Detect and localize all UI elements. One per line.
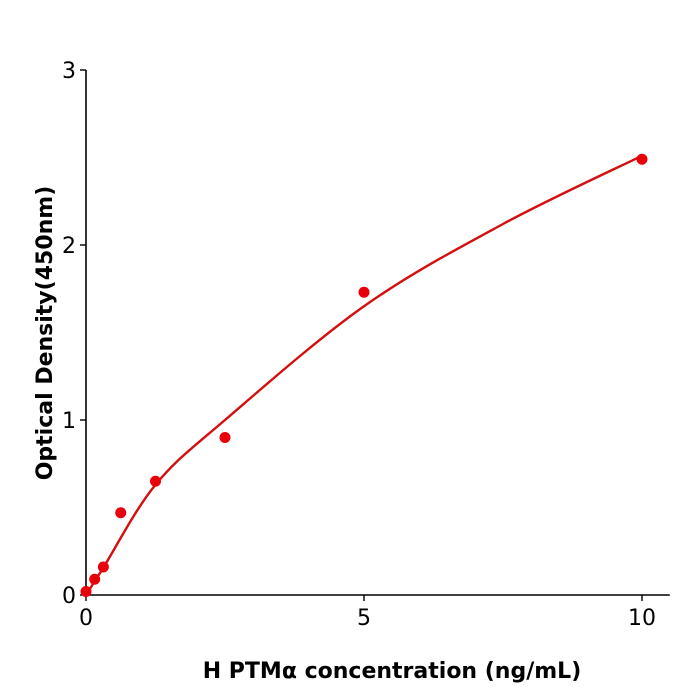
y-tick-label: 2 [62, 234, 76, 259]
x-axis-label: H PTMα concentration (ng/mL) [203, 659, 582, 684]
fit-curve [84, 154, 643, 596]
x-tick-label: 5 [357, 606, 371, 631]
data-point [219, 432, 231, 443]
data-point [150, 475, 161, 487]
axes: 0 5 10 0 1 2 3 [62, 59, 670, 631]
data-point [115, 507, 127, 519]
data-point [636, 153, 648, 165]
x-tick-label: 10 [628, 606, 656, 631]
y-tick-label: 1 [62, 409, 76, 434]
fit-curve-group [84, 154, 643, 596]
data-point [358, 286, 370, 298]
data-points [80, 153, 648, 597]
y-tick-label: 3 [62, 59, 76, 84]
x-tick-label: 0 [79, 606, 93, 631]
y-tick-label: 0 [62, 584, 76, 609]
data-point [97, 561, 109, 573]
y-axis-label: Optical Density(450nm) [33, 186, 58, 481]
data-point [89, 573, 101, 585]
data-point [80, 586, 92, 597]
